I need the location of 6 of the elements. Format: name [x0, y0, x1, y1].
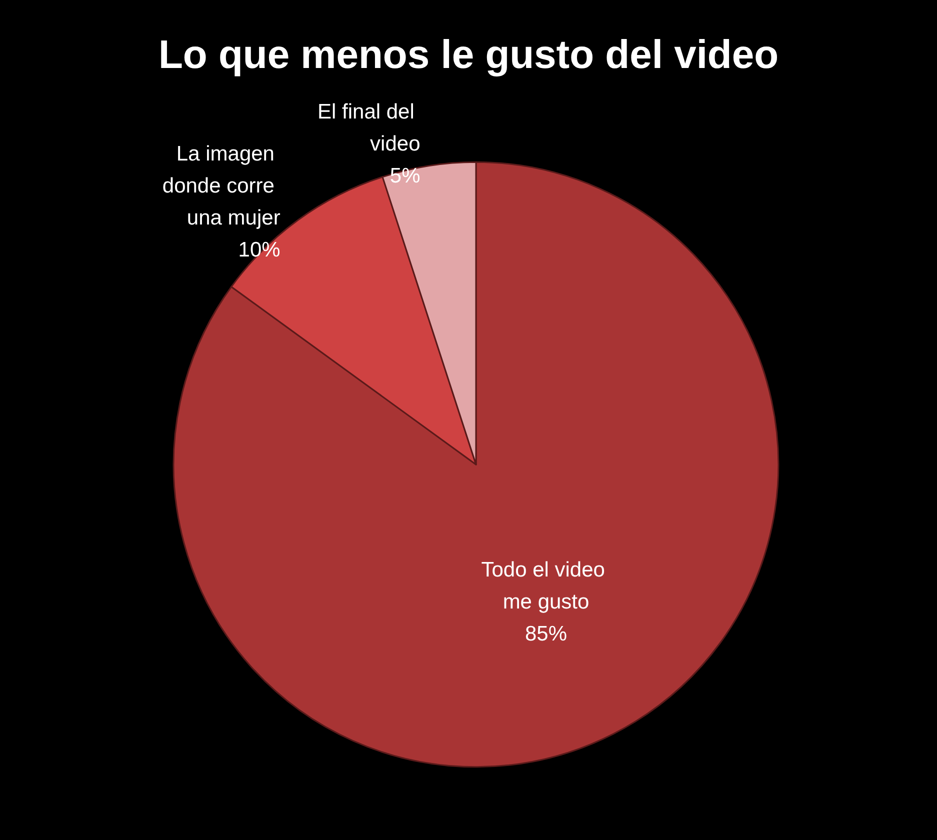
data-label: 85% — [524, 622, 568, 646]
slice-label: El final del video — [318, 100, 420, 156]
slice-label: La imagen donde corre una mujer — [162, 142, 280, 230]
chart-title: Lo que menos le gusto del video — [158, 33, 779, 77]
slice-label: Todo el video me gusto — [481, 558, 611, 614]
data-label: 5% — [390, 164, 420, 188]
